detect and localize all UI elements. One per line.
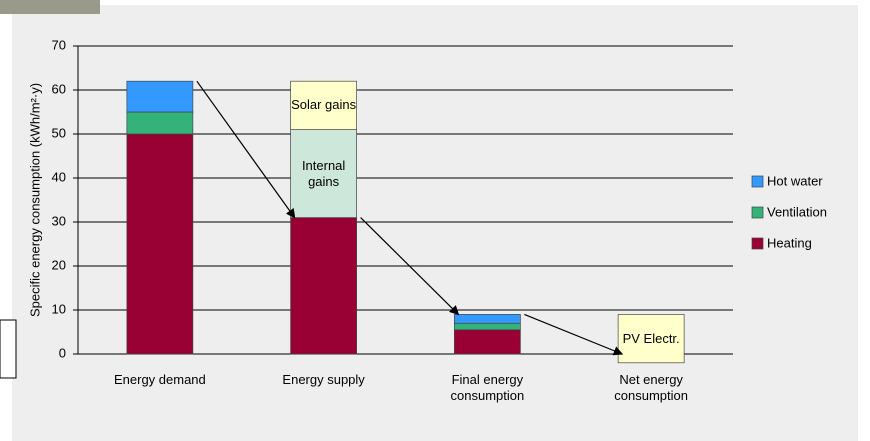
y-tick-label: 30 bbox=[52, 213, 66, 228]
bar-segment bbox=[454, 314, 520, 323]
bar-segment bbox=[127, 112, 193, 134]
y-axis-label: Specific energy consumption (kWh/m²·y) bbox=[27, 83, 42, 317]
y-tick-label: 50 bbox=[52, 125, 66, 140]
legend-swatch bbox=[752, 176, 763, 187]
box-label: PV Electr. bbox=[618, 314, 684, 362]
x-tick-label: Net energy consumption bbox=[591, 372, 711, 404]
y-tick-label: 0 bbox=[59, 345, 66, 360]
y-tick-label: 10 bbox=[52, 301, 66, 316]
x-tick-label: Energy supply bbox=[264, 372, 384, 388]
legend-swatch bbox=[752, 207, 763, 218]
legend-label: Ventilation bbox=[767, 204, 827, 219]
bar-segment bbox=[127, 81, 193, 112]
bar-segment bbox=[454, 330, 520, 354]
legend-label: Heating bbox=[767, 235, 812, 250]
box-label: Solar gains bbox=[291, 81, 357, 129]
y-tick-label: 20 bbox=[52, 257, 66, 272]
y-tick-label: 70 bbox=[52, 37, 66, 52]
legend-swatch bbox=[752, 238, 763, 249]
photo-fragment bbox=[0, 0, 100, 14]
box-label: Internal gains bbox=[291, 130, 357, 218]
bar-segment bbox=[291, 218, 357, 354]
page: Specific energy consumption (kWh/m²·y) 0… bbox=[0, 0, 870, 441]
x-tick-label: Final energy consumption bbox=[427, 372, 547, 404]
x-tick-label: Energy demand bbox=[100, 372, 220, 388]
legend-label: Hot water bbox=[767, 173, 823, 188]
bar-segment bbox=[454, 323, 520, 330]
frame-fragment bbox=[0, 320, 16, 378]
y-tick-label: 40 bbox=[52, 169, 66, 184]
y-tick-label: 60 bbox=[52, 81, 66, 96]
bar-segment bbox=[127, 134, 193, 354]
